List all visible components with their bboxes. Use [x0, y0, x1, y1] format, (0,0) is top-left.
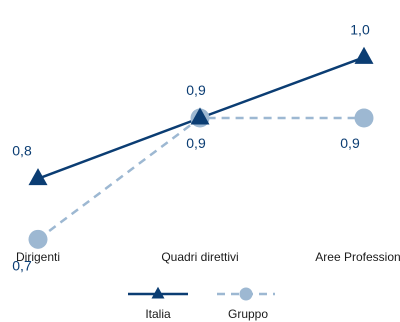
data-label-gruppo: 0,9 [340, 135, 360, 151]
legend-marker-gruppo [239, 287, 253, 301]
legend-label-gruppo: Gruppo [228, 307, 268, 321]
data-label-italia: 1,0 [350, 21, 370, 37]
data-point-gruppo [354, 108, 374, 128]
data-point-italia [28, 168, 48, 186]
data-label-gruppo: 0,9 [186, 135, 206, 151]
data-label-italia: 0,8 [12, 143, 32, 159]
x-tick-label: Aree Professionali [315, 250, 400, 264]
x-tick-label: Quadri direttivi [161, 250, 238, 264]
legend-label-italia: Italia [145, 307, 171, 321]
data-point-italia [190, 107, 210, 125]
data-point-italia [354, 46, 374, 64]
legend-marker-italia [151, 286, 165, 299]
x-tick-label: Dirigenti [16, 250, 60, 264]
data-point-gruppo [28, 229, 48, 249]
data-label-italia: 0,9 [186, 82, 206, 98]
data-label-gruppo: 0,7 [12, 257, 32, 273]
